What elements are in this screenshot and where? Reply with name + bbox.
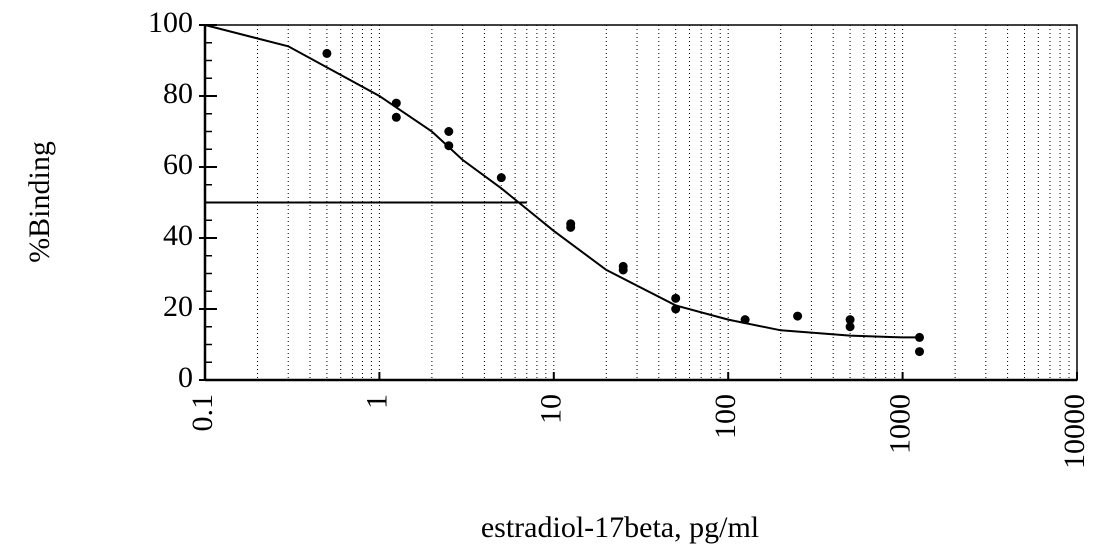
y-tick-label: 20 <box>163 290 193 323</box>
data-point <box>915 347 925 357</box>
data-point <box>391 112 401 122</box>
x-tick-label: 1 <box>360 394 393 409</box>
data-point <box>618 265 628 275</box>
data-point <box>566 222 576 232</box>
data-point <box>845 322 855 332</box>
data-point <box>793 311 803 321</box>
y-tick-label: 100 <box>148 6 193 39</box>
y-axis-label: %Binding <box>23 141 56 263</box>
data-point <box>322 48 332 58</box>
x-tick-label: 10000 <box>1058 394 1091 469</box>
line <box>204 24 923 339</box>
data-point <box>444 127 454 136</box>
x-tick-label: 0.1 <box>186 394 219 432</box>
y-tick-label: 0 <box>178 361 193 394</box>
y-tick-label: 40 <box>163 219 193 252</box>
x-tick-label: 100 <box>709 394 742 439</box>
data-point <box>496 173 506 183</box>
y-tick-label: 80 <box>163 77 193 110</box>
data-point <box>845 315 855 325</box>
y-tick-label: 60 <box>163 148 193 181</box>
x-tick-label: 10 <box>535 394 568 424</box>
x-tick-label: 1000 <box>883 394 916 454</box>
data-point <box>671 293 681 303</box>
x-axis-label: estradiol-17beta, pg/ml <box>481 511 759 544</box>
